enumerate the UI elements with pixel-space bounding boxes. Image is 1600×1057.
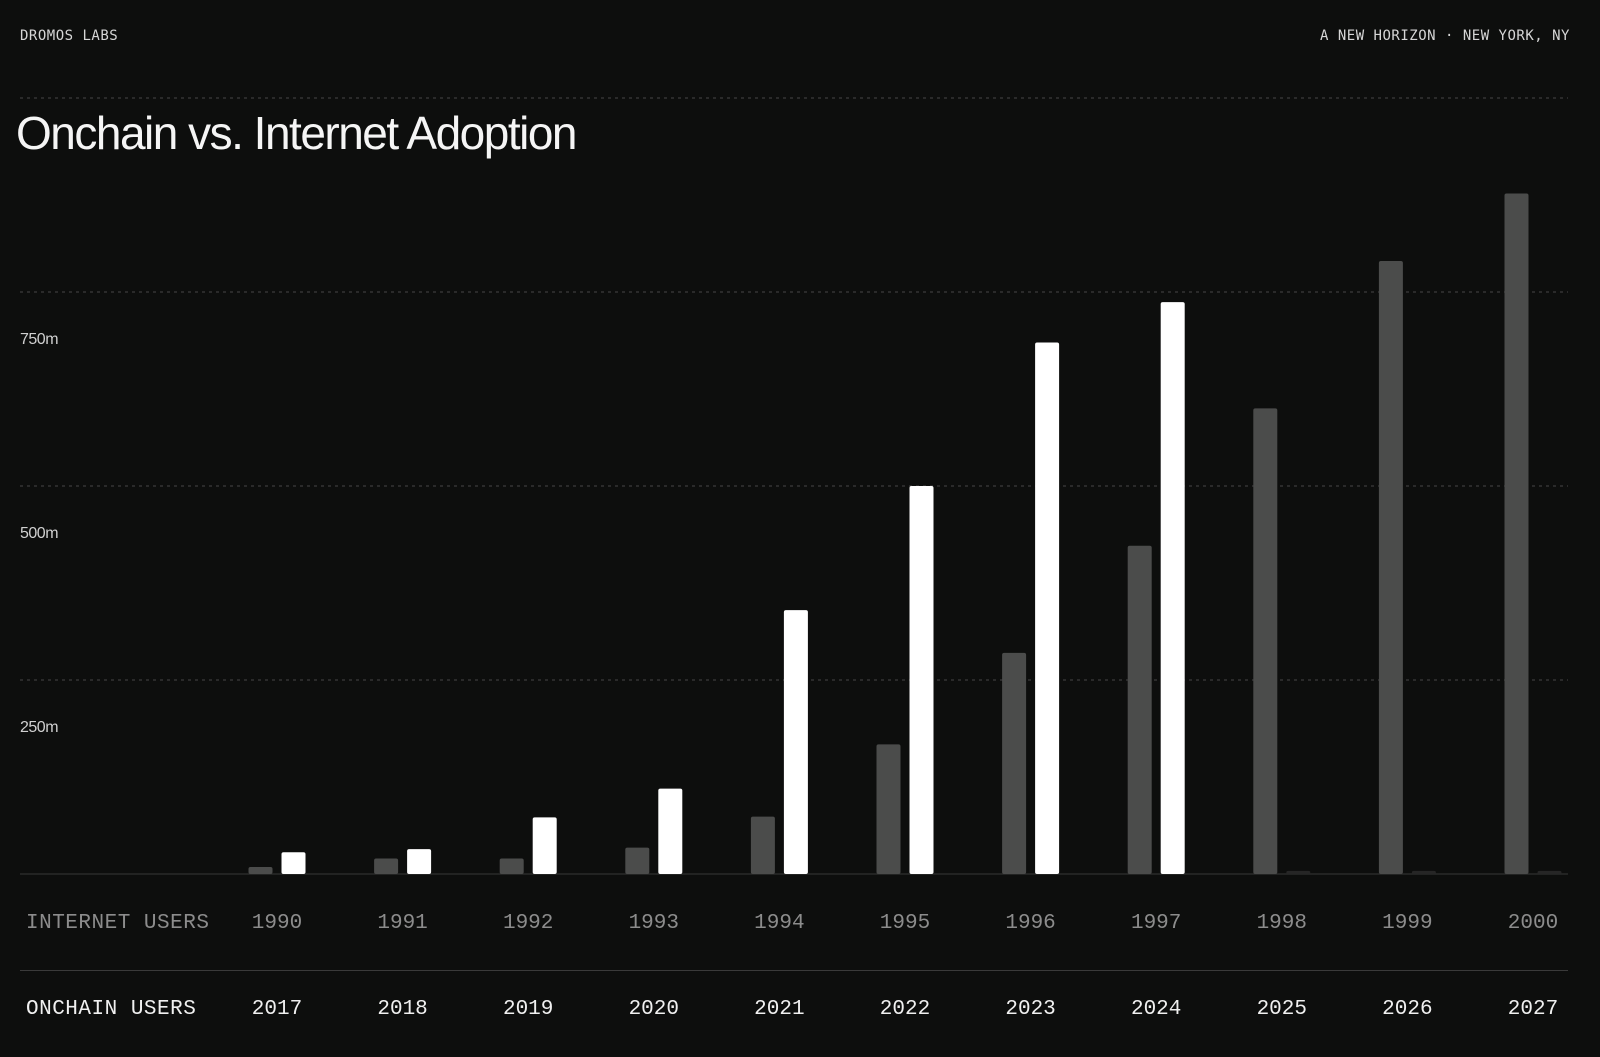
internet-users-bar xyxy=(1504,193,1529,874)
onchain-users-bar xyxy=(658,788,683,874)
onchain-year-label: 2027 xyxy=(1507,998,1559,1021)
onchain-year-label: 2017 xyxy=(251,998,303,1021)
y-tick-label: 500m xyxy=(20,525,58,542)
y-tick-label: 250m xyxy=(20,719,58,736)
onchain-users-row-label: ONCHAIN USERS xyxy=(26,998,197,1021)
internet-users-bar xyxy=(1253,408,1278,874)
brand-label: DROMOS LABS xyxy=(20,28,119,44)
onchain-year-label: 2025 xyxy=(1256,998,1307,1021)
internet-users-bar xyxy=(1378,260,1403,875)
onchain-users-bar xyxy=(1035,342,1060,874)
internet-year-label: 1997 xyxy=(1130,912,1182,935)
internet-year-label: 2000 xyxy=(1507,912,1559,935)
internet-year-label: 1993 xyxy=(628,912,679,935)
internet-users-bar xyxy=(499,858,524,874)
onchain-users-bar xyxy=(281,852,306,874)
onchain-year-label: 2021 xyxy=(754,998,805,1021)
onchain-year-label: 2019 xyxy=(502,998,554,1021)
internet-users-bar xyxy=(750,816,775,874)
onchain-year-label: 2026 xyxy=(1382,998,1433,1021)
internet-year-label: 1998 xyxy=(1256,912,1307,935)
onchain-users-bar xyxy=(407,849,432,874)
onchain-year-label: 2018 xyxy=(377,998,428,1021)
onchain-users-bar xyxy=(1411,870,1436,874)
internet-users-bar xyxy=(876,744,901,874)
internet-users-bar xyxy=(625,847,650,874)
internet-year-label: 1992 xyxy=(502,912,554,935)
internet-year-label: 1991 xyxy=(377,912,428,935)
internet-year-label: 1996 xyxy=(1005,912,1056,935)
y-tick-label: 750m xyxy=(20,331,58,348)
internet-users-bar xyxy=(374,858,399,874)
onchain-users-bar xyxy=(909,486,934,874)
onchain-year-label: 2022 xyxy=(879,998,931,1021)
onchain-year-label: 2024 xyxy=(1130,998,1182,1021)
onchain-users-bar xyxy=(1160,302,1185,874)
adoption-bar-chart: 250m 500m 750m xyxy=(20,97,1568,875)
onchain-users-bar xyxy=(783,610,808,874)
onchain-users-bar xyxy=(1286,870,1311,874)
chart-title: Onchain vs. Internet Adoption xyxy=(16,107,578,159)
internet-users-row-label: INTERNET USERS xyxy=(26,912,210,935)
internet-year-label: 1995 xyxy=(879,912,931,935)
internet-users-bar xyxy=(1127,545,1152,874)
onchain-year-label: 2020 xyxy=(628,998,679,1021)
tagline-label: A NEW HORIZON · NEW YORK, NY xyxy=(1319,28,1570,44)
onchain-users-bar xyxy=(1537,870,1562,874)
internet-users-bar xyxy=(248,867,273,874)
onchain-users-bar xyxy=(532,817,557,874)
internet-year-label: 1994 xyxy=(754,912,805,935)
internet-users-bar xyxy=(1002,652,1027,874)
internet-year-label: 1999 xyxy=(1382,912,1433,935)
internet-year-label: 1990 xyxy=(251,912,303,935)
row-divider xyxy=(20,970,1568,971)
onchain-year-label: 2023 xyxy=(1005,998,1056,1021)
